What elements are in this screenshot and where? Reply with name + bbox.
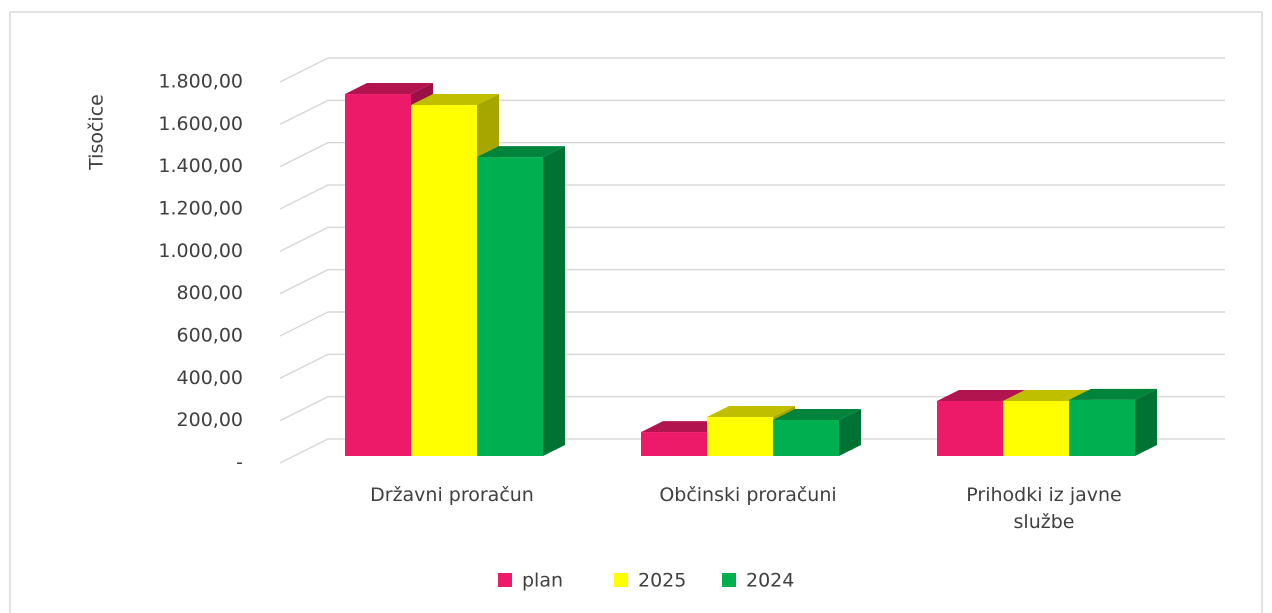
bar [773, 409, 861, 456]
legend-label: 2024 [746, 570, 794, 592]
bar-front [477, 157, 543, 457]
y-tick-label: 1.000,00 [158, 240, 243, 262]
grid-line [279, 57, 1225, 83]
legend-swatch [614, 573, 628, 587]
y-tick-label: 1.200,00 [158, 198, 243, 220]
grid-line [279, 438, 1225, 464]
bar-front [345, 94, 411, 457]
bar-front [773, 420, 839, 456]
y-tick-label: 1.400,00 [158, 155, 243, 177]
bar-top [1003, 389, 1091, 401]
grid-line [279, 395, 1225, 422]
legend-swatch [722, 573, 736, 587]
y-tick-label: 800,00 [177, 282, 243, 304]
bar-side [543, 146, 565, 457]
y-tick-label: 400,00 [177, 367, 243, 389]
legend-label: 2025 [638, 570, 686, 592]
grid-line [279, 268, 1225, 295]
y-tick-label: 1.600,00 [158, 113, 243, 135]
bar-top [477, 146, 565, 158]
bar-top [411, 94, 499, 106]
grid-line [279, 184, 1225, 210]
grid-line [279, 99, 1225, 126]
bar-top [345, 83, 433, 95]
bar-front [937, 400, 1003, 456]
y-tick-label: 1.800,00 [158, 71, 243, 93]
bar-top [1069, 388, 1157, 400]
bar-front [411, 105, 477, 456]
bar-front [707, 417, 773, 456]
legend-swatch [498, 573, 512, 587]
bar-front [641, 432, 707, 456]
bar-top [937, 389, 1025, 401]
grid-line [279, 311, 1225, 337]
y-axis-label: Tisočice [86, 94, 108, 171]
x-tick-label: Državni proračun [370, 484, 534, 506]
y-tick-label: 200,00 [177, 409, 243, 431]
y-tick-label: - [236, 452, 243, 474]
bar-side [839, 409, 861, 456]
bar-top [773, 409, 861, 421]
bar-top [707, 406, 795, 418]
bar [477, 146, 565, 457]
bar-front [1069, 399, 1135, 456]
bar-side [1135, 388, 1157, 456]
chart-border [9, 11, 1263, 613]
legend-label: plan [522, 570, 563, 592]
grid-line [279, 141, 1225, 168]
x-tick-label: Prihodki iz javne službe [966, 484, 1122, 533]
grid-line [279, 353, 1225, 380]
bar [1069, 388, 1157, 456]
x-tick-label: Občinski proračuni [659, 484, 837, 506]
grid-line [279, 226, 1225, 253]
bar-front [1003, 400, 1069, 456]
y-tick-label: 600,00 [177, 325, 243, 347]
